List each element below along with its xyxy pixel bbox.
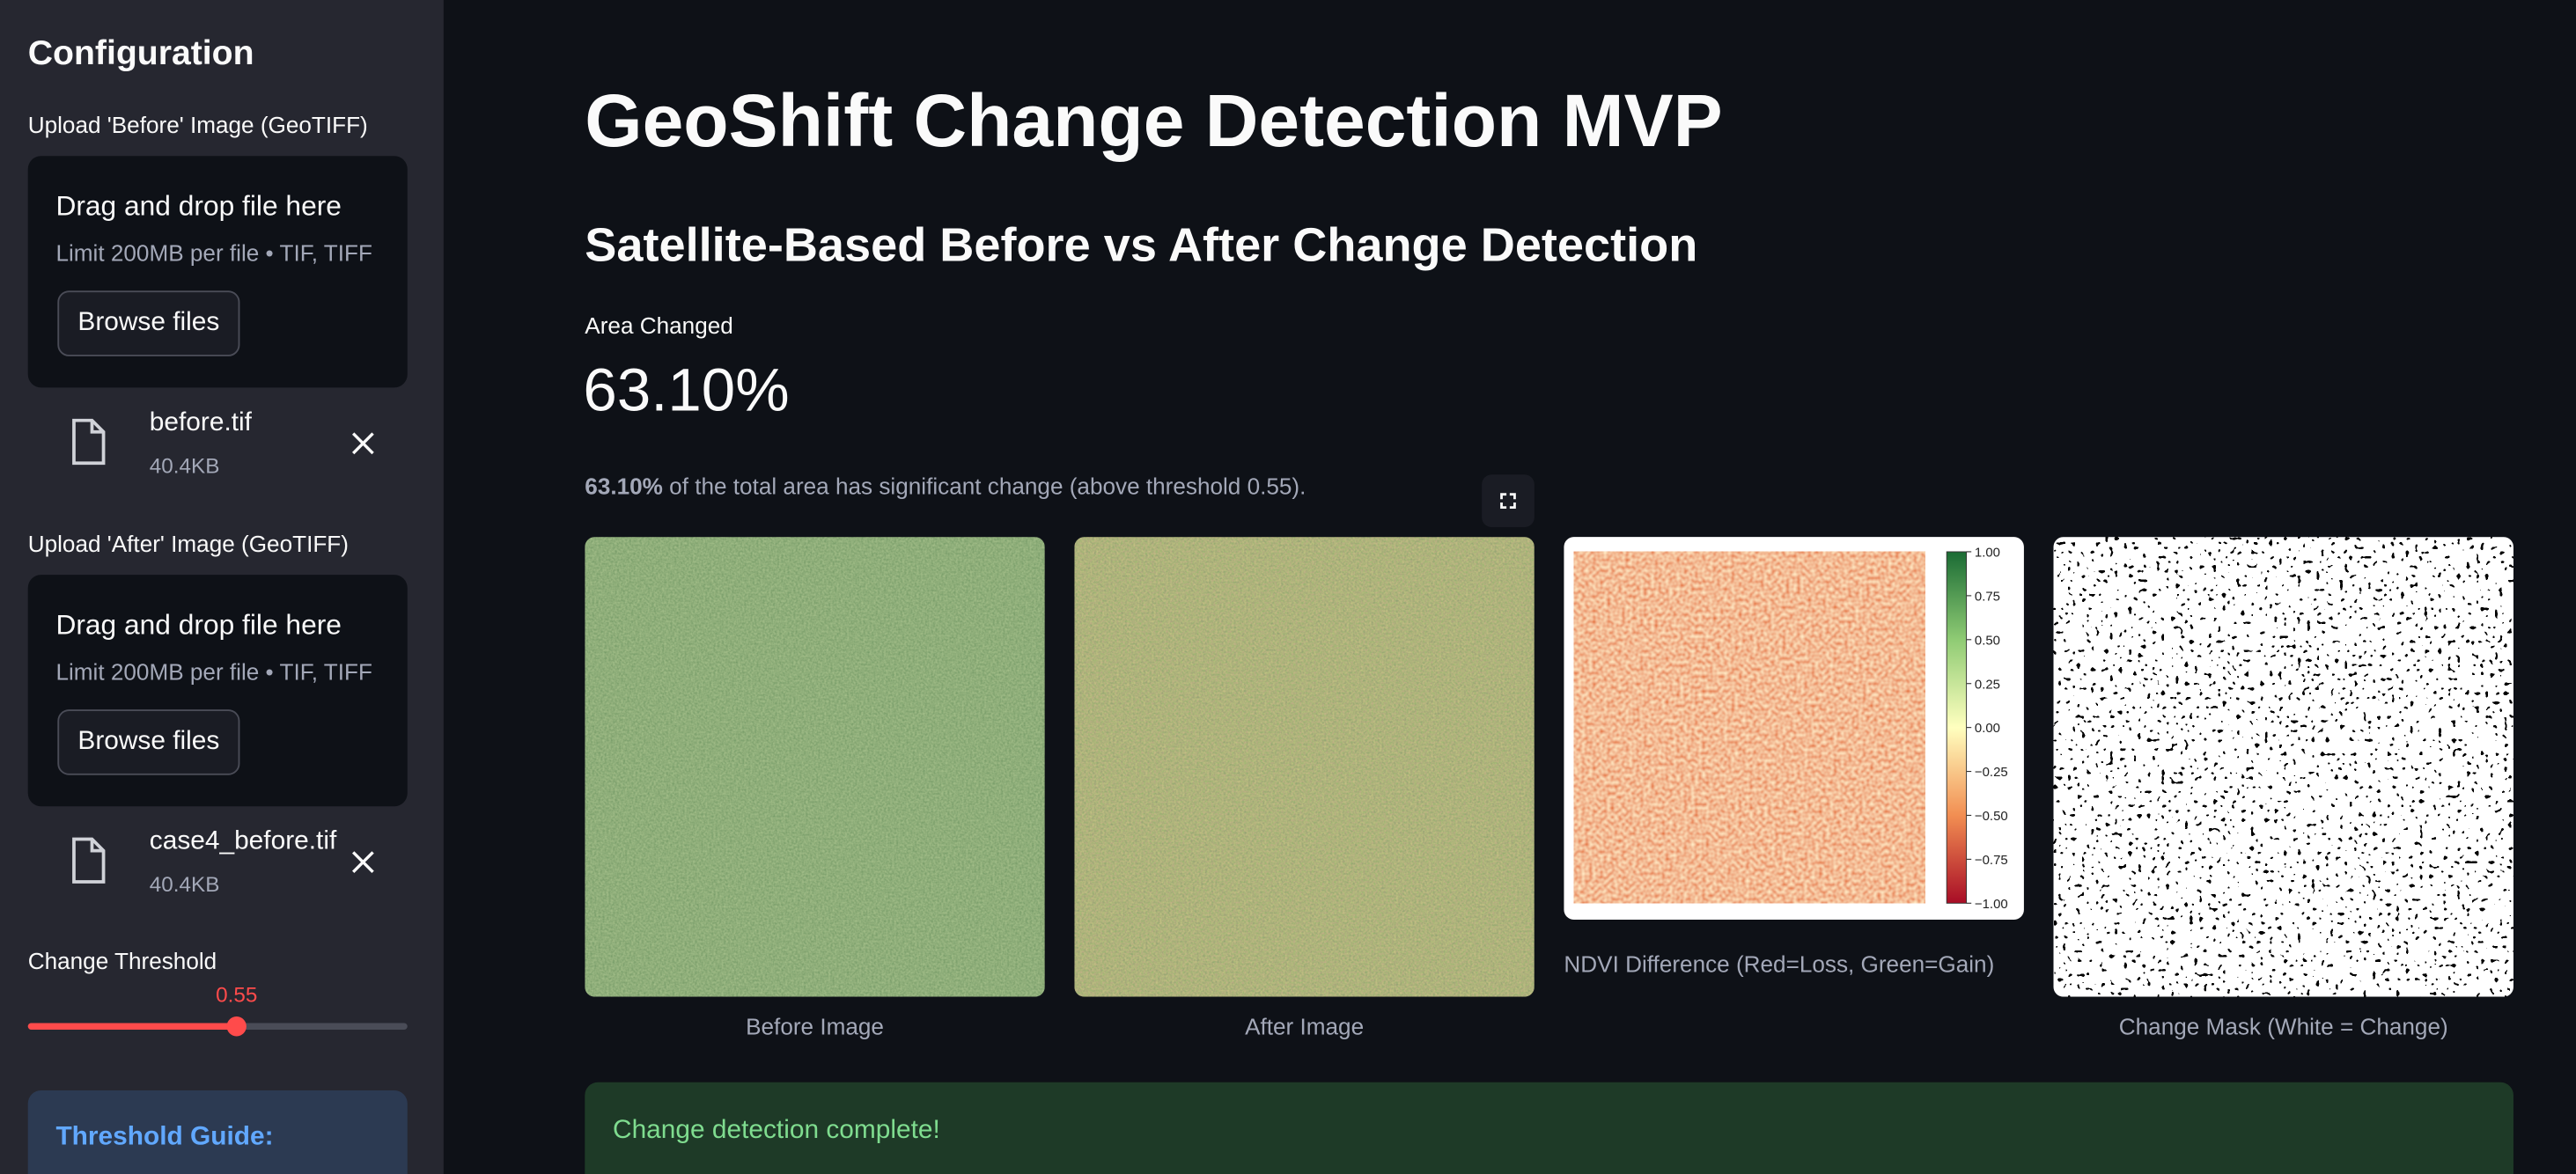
- image-caption: NDVI Difference (Red=Loss, Green=Gain): [1564, 950, 1995, 978]
- slider-value: 0.55: [216, 981, 258, 1007]
- dropzone: Drag and drop file here Limit 200MB per f…: [27, 575, 408, 807]
- file-icon-shape: [72, 418, 106, 466]
- file-name: case4_before.tif: [149, 827, 337, 856]
- metric-value: 63.10%: [583, 356, 790, 424]
- ndvi-image: 1.00 0.75 0.50 0.25 0.00 −0.25 −0.50 −0.75 −1.00: [1564, 537, 2024, 920]
- colorbar-label: 0.75: [1975, 589, 2000, 604]
- upload-label: Upload 'Before' Image (GeoTIFF): [27, 111, 368, 138]
- slider-handle[interactable]: [226, 1016, 247, 1037]
- mask-image: [2053, 537, 2513, 997]
- dropzone-limit: Limit 200MB per file • TIF, TIFF: [55, 239, 372, 267]
- colorbar-label: 1.00: [1975, 546, 2000, 561]
- file-size: 40.4KB: [149, 453, 220, 479]
- success-text: Change detection complete!: [613, 1116, 940, 1145]
- colorbar-label: 0.00: [1975, 721, 2000, 736]
- file-name: before.tif: [149, 408, 252, 437]
- dropzone: Drag and drop file here Limit 200MB per f…: [27, 156, 408, 388]
- colorbar-label: 0.25: [1975, 677, 2000, 692]
- caption: 63.10% of the total area has significant…: [585, 473, 1306, 499]
- upload-label: Upload 'After' Image (GeoTIFF): [27, 530, 349, 557]
- mask-texture: [2053, 537, 2513, 997]
- dropzone-title: Drag and drop file here: [55, 190, 342, 222]
- success-box: Change detection complete!: [585, 1082, 2513, 1174]
- dropzone-limit: Limit 200MB per file • TIF, TIFF: [55, 658, 372, 686]
- upload-widget: Upload 'Before' Image (GeoTIFF) Drag and …: [0, 0, 444, 478]
- colorbar-label: −0.50: [1975, 809, 2008, 824]
- sidebar-title: Configuration: [27, 34, 254, 73]
- slider-fill: [27, 1023, 237, 1030]
- browse-button[interactable]: Browse files: [57, 290, 240, 356]
- colorbar-label: −0.75: [1975, 853, 2008, 868]
- info-title: Threshold Guide:: [55, 1123, 274, 1152]
- before-image: [585, 537, 1045, 997]
- browse-button[interactable]: Browse files: [57, 709, 240, 775]
- slider[interactable]: 0.55: [27, 982, 408, 1037]
- slider-label: Change Threshold: [27, 947, 217, 974]
- upload-widget: Upload 'After' Image (GeoTIFF) Drag and d…: [0, 419, 444, 897]
- caption-text: of the total area has significant change…: [662, 473, 1306, 500]
- image-caption: Change Mask (White = Change): [2118, 1013, 2448, 1040]
- dropzone-title: Drag and drop file here: [55, 609, 342, 641]
- ndvi-plot: 1.00 0.75 0.50 0.25 0.00 −0.25 −0.50 −0.75 −1.00: [1573, 546, 2008, 912]
- colorbar-label: −0.25: [1975, 765, 2008, 780]
- colorbar-label: −1.00: [1975, 897, 2008, 912]
- info-box: Threshold Guide:: [27, 1090, 408, 1174]
- fullscreen-button[interactable]: [1482, 474, 1535, 527]
- colorbar-label: 0.50: [1975, 633, 2000, 648]
- before-texture: [585, 537, 1045, 997]
- page-subtitle: Satellite-Based Before vs After Change D…: [585, 220, 1698, 273]
- remove-icon: [352, 851, 374, 874]
- remove-icon: [352, 432, 374, 455]
- caption-bold: 63.10%: [585, 473, 663, 500]
- image-caption: Before Image: [746, 1013, 884, 1040]
- remove-file[interactable]: [351, 851, 374, 874]
- remove-file[interactable]: [351, 432, 374, 455]
- file-size: 40.4KB: [149, 871, 220, 897]
- fullscreen-icon: [1500, 493, 1516, 509]
- after-texture: [1074, 537, 1535, 997]
- page-title: GeoShift Change Detection MVP: [585, 78, 1723, 163]
- image-caption: After Image: [1245, 1013, 1365, 1040]
- file-icon: [72, 837, 106, 884]
- file-icon: [72, 418, 106, 466]
- file-icon-shape: [72, 837, 106, 884]
- metric-label: Area Changed: [585, 312, 733, 339]
- after-image: [1074, 537, 1535, 997]
- sidebar: Configuration Upload 'Before' Image (Geo…: [0, 0, 444, 1174]
